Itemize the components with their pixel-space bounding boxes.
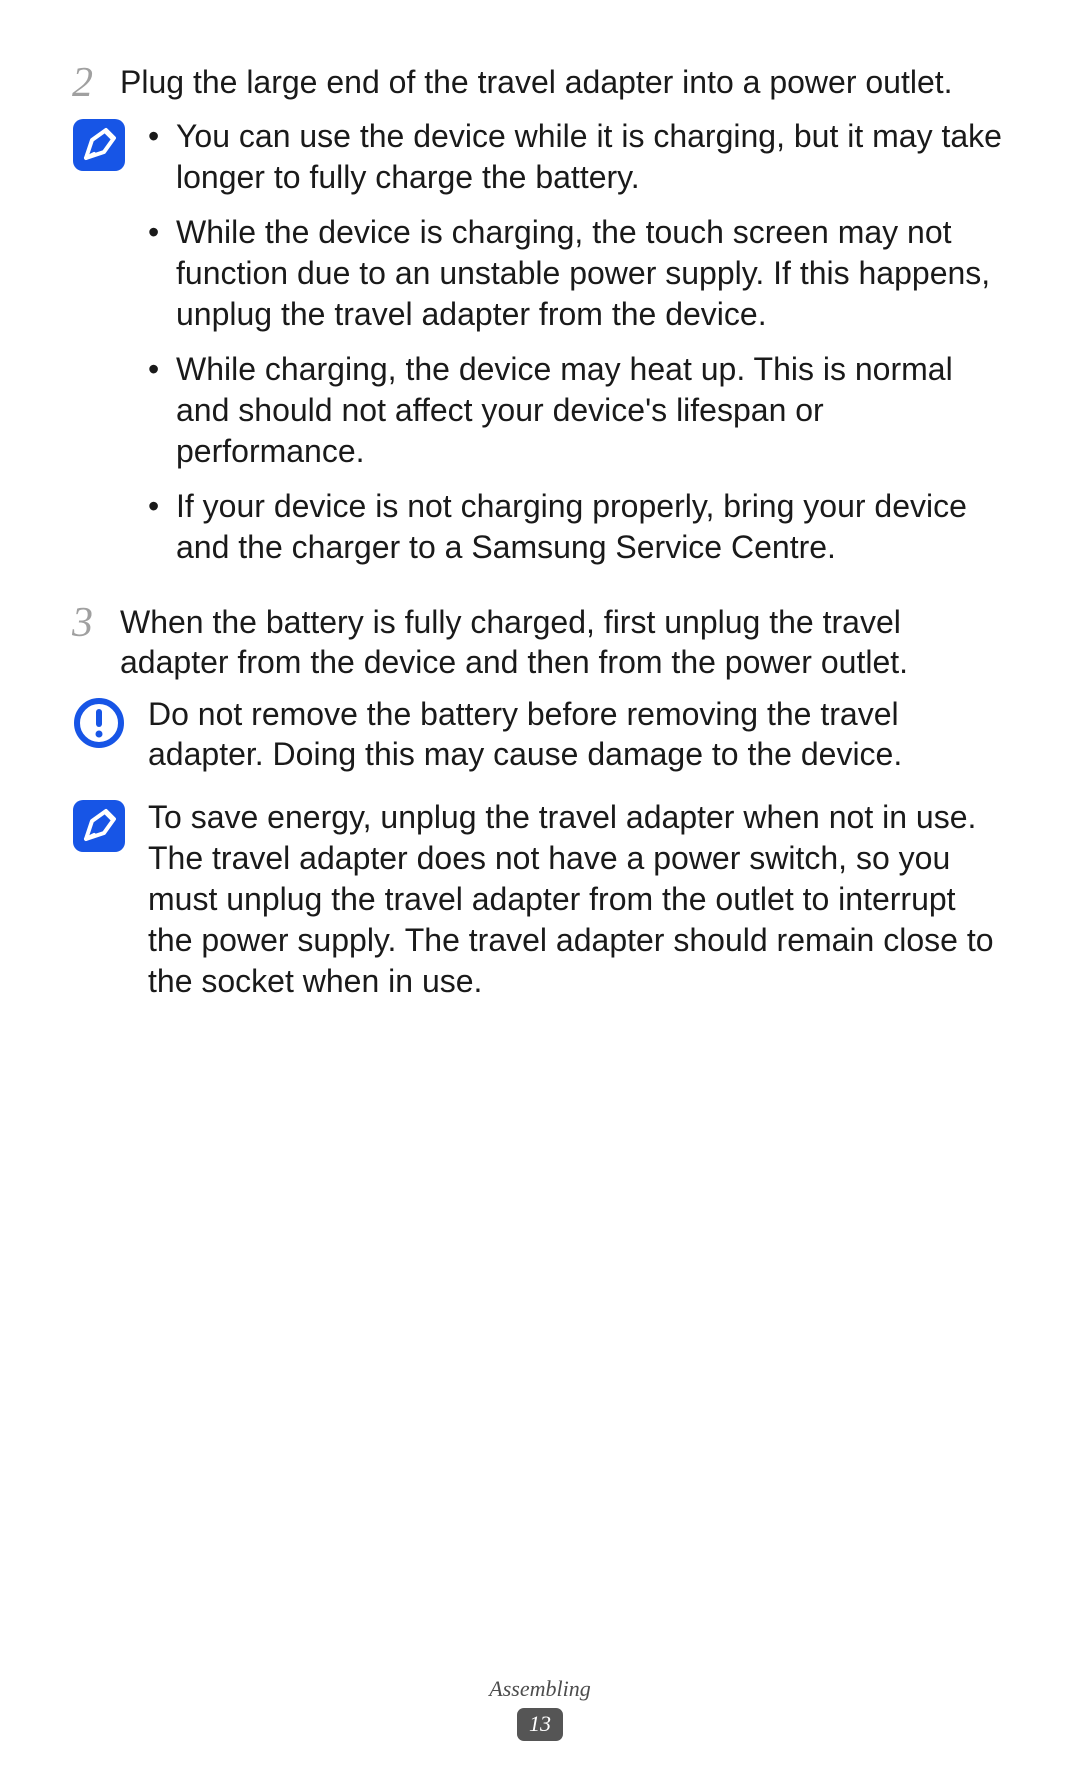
note-text: To save energy, unplug the travel adapte… xyxy=(148,797,1008,1002)
caution-body: Do not remove the battery before removin… xyxy=(148,694,1008,776)
caution-icon xyxy=(72,694,126,750)
note-icon xyxy=(72,116,126,172)
footer-section-name: Assembling xyxy=(0,1676,1080,1702)
note-callout-2: To save energy, unplug the travel adapte… xyxy=(72,797,1008,1002)
note-bullet: You can use the device while it is charg… xyxy=(148,116,1008,198)
step-number: 3 xyxy=(72,600,120,644)
step-text: Plug the large end of the travel adapter… xyxy=(120,60,953,102)
page-number-badge: 13 xyxy=(517,1708,563,1741)
note-bullet: If your device is not charging properly,… xyxy=(148,486,1008,568)
note-bullet: While the device is charging, the touch … xyxy=(148,212,1008,335)
note-body: To save energy, unplug the travel adapte… xyxy=(148,797,1008,1002)
note-bullet: While charging, the device may heat up. … xyxy=(148,349,1008,472)
note-body: You can use the device while it is charg… xyxy=(148,116,1008,582)
caution-callout: Do not remove the battery before removin… xyxy=(72,694,1008,776)
note-bullet-list: You can use the device while it is charg… xyxy=(148,116,1008,568)
step-3: 3 When the battery is fully charged, fir… xyxy=(72,600,1008,682)
step-text: When the battery is fully charged, first… xyxy=(120,600,1008,682)
note-callout-1: You can use the device while it is charg… xyxy=(72,116,1008,582)
step-2: 2 Plug the large end of the travel adapt… xyxy=(72,60,1008,104)
manual-page: 2 Plug the large end of the travel adapt… xyxy=(0,0,1080,1771)
page-footer: Assembling 13 xyxy=(0,1676,1080,1741)
note-icon xyxy=(72,797,126,853)
step-number: 2 xyxy=(72,60,120,104)
caution-text: Do not remove the battery before removin… xyxy=(148,694,1008,776)
